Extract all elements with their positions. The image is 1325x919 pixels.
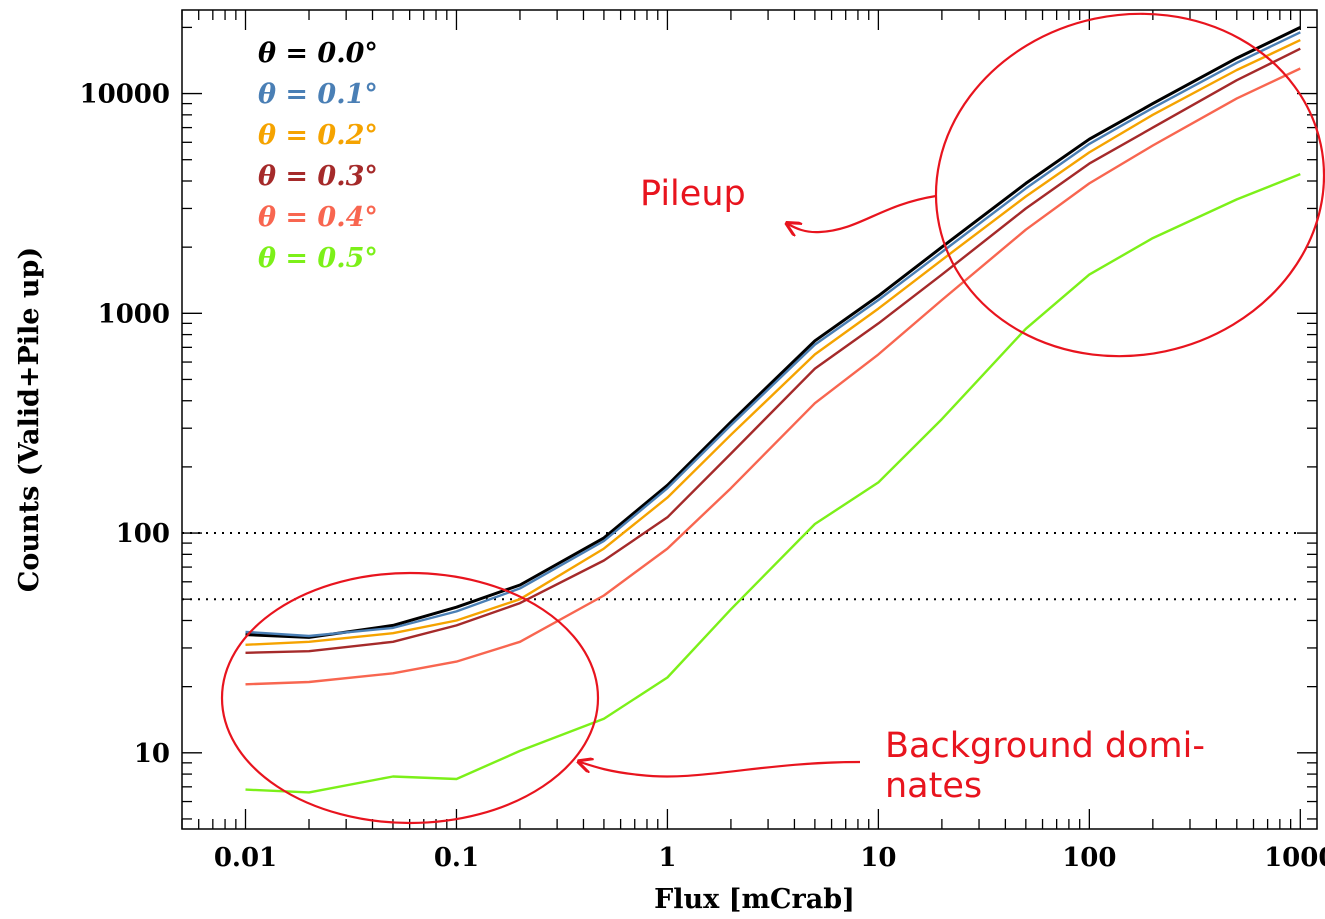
x-tick-label: 1000 <box>1264 843 1325 873</box>
background-label-line: Background domi- <box>885 726 1205 766</box>
legend: θ = 0.0° θ = 0.1° θ = 0.2° θ = 0.3° θ = 0.4°… <box>258 38 378 274</box>
legend-entry: θ = 0.1° <box>258 79 378 110</box>
legend-entry: θ = 0.5° <box>258 243 378 274</box>
y-tick-label: 100 <box>116 519 170 549</box>
plot-frame <box>181 9 1318 830</box>
axis-ticks <box>181 10 1317 829</box>
x-tick-label: 100 <box>1062 843 1116 873</box>
annotations: Pileup Background domi-nates <box>220 12 1325 825</box>
x-tick-label: 10 <box>860 843 896 873</box>
series-line-0 <box>245 26 1301 639</box>
series-line-2 <box>245 39 1301 646</box>
background-arrow <box>580 762 861 778</box>
series-line-5 <box>245 172 1301 794</box>
series-line-4 <box>245 67 1301 686</box>
x-tick-label: 1 <box>658 843 676 873</box>
tick-labels: 0.01 0.1 1 10 100 1000 10 100 1000 10000 <box>80 80 1325 873</box>
series-lines <box>245 26 1301 794</box>
y-tick-label: 1000 <box>98 299 170 329</box>
x-tick-label: 0.1 <box>434 843 479 873</box>
y-tick-label: 10 <box>134 739 170 769</box>
background-label-line: nates <box>885 766 982 806</box>
y-tick-label: 10000 <box>80 80 170 110</box>
legend-entry: θ = 0.3° <box>258 161 378 192</box>
pileup-label: Pileup <box>640 174 746 214</box>
legend-entry: θ = 0.4° <box>258 202 378 233</box>
background-ellipse <box>220 571 600 825</box>
y-axis-label: Counts (Valid+Pile up) <box>14 247 45 592</box>
series-line-1 <box>245 31 1301 638</box>
x-tick-label: 0.01 <box>214 843 277 873</box>
x-axis-label: Flux [mCrab] <box>654 884 855 915</box>
series-line-3 <box>245 47 1301 654</box>
reference-lines <box>182 532 1301 601</box>
pileup-arrow <box>788 194 937 232</box>
background-label: Background domi-nates <box>885 726 1205 806</box>
legend-entry: θ = 0.0° <box>258 38 378 69</box>
legend-entry: θ = 0.2° <box>258 120 378 151</box>
pileup-ellipse <box>934 12 1325 358</box>
